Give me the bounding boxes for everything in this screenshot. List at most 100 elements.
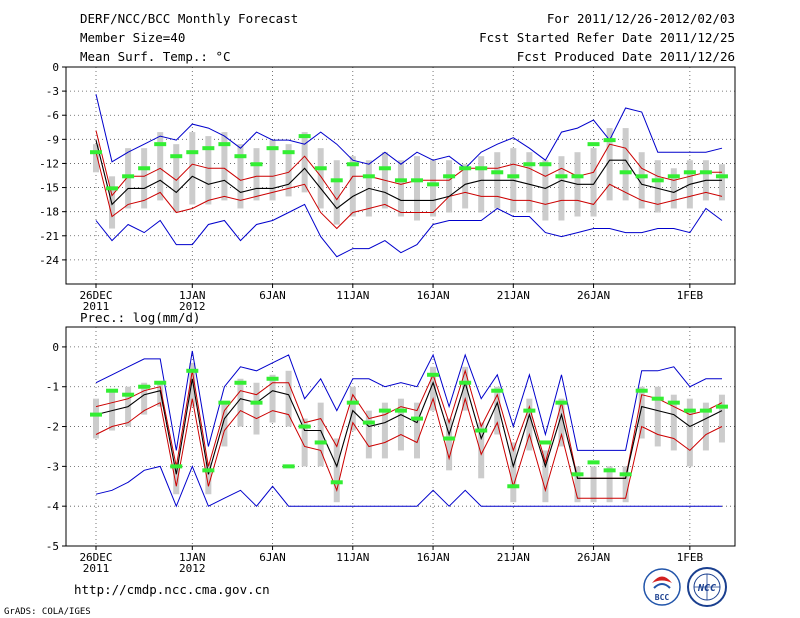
- box-range: [670, 168, 677, 209]
- median-mark: [218, 400, 231, 405]
- median-mark: [186, 368, 199, 373]
- median-mark: [507, 484, 520, 489]
- header-member-size: Member Size=40: [80, 30, 185, 45]
- median-mark: [298, 424, 311, 429]
- bcc-logo: BCC: [643, 568, 681, 606]
- x-tick-year-label: 2012: [179, 562, 206, 575]
- box-range: [670, 394, 677, 451]
- chart-header: DERF/NCC/BCC Monthly Forecast Member Siz…: [80, 11, 735, 64]
- y-tick-label: -6: [46, 109, 59, 122]
- box-range: [494, 386, 501, 435]
- box-range: [446, 418, 453, 471]
- x-tick-label: 11JAN: [336, 289, 369, 302]
- y-tick-label: -18: [39, 206, 59, 219]
- y-tick-label: -9: [46, 133, 59, 146]
- box-range: [702, 402, 709, 451]
- header-start-date: Fcst Started Refer Date 2011/12/25: [479, 30, 735, 45]
- median-mark: [362, 174, 375, 179]
- box-range: [253, 148, 260, 201]
- box-range: [397, 398, 404, 451]
- box-range: [269, 140, 276, 201]
- box-range: [173, 462, 180, 495]
- median-mark: [491, 388, 504, 393]
- precip-panel-title: Prec.: log(mm/d): [80, 310, 200, 325]
- x-tick-label: 21JAN: [497, 289, 530, 302]
- median-mark: [90, 412, 102, 417]
- y-tick-label: 0: [52, 61, 59, 74]
- median-mark: [619, 170, 632, 175]
- box-range: [462, 366, 469, 411]
- box-range: [125, 148, 132, 209]
- series-line-min: [95, 203, 723, 258]
- box-range: [349, 386, 356, 431]
- median-mark: [394, 408, 407, 413]
- median-mark: [138, 384, 151, 389]
- series-line-mean-plus-sd: [95, 369, 723, 479]
- median-mark: [651, 178, 664, 183]
- box-range: [590, 466, 597, 503]
- median-mark: [619, 472, 632, 477]
- median-mark: [282, 150, 295, 155]
- box-range: [462, 164, 469, 209]
- y-tick-label: 0: [52, 341, 59, 354]
- median-mark: [346, 400, 359, 405]
- median-mark: [539, 162, 552, 167]
- box-range: [301, 418, 308, 467]
- x-tick-label: 16JAN: [416, 289, 449, 302]
- box-range: [558, 156, 565, 221]
- x-tick-label: 1FEB: [677, 289, 704, 302]
- box-range: [93, 398, 99, 439]
- box-range: [333, 438, 340, 503]
- footer-grads: GrADS: COLA/IGES: [4, 607, 91, 617]
- median-mark: [699, 408, 712, 413]
- median-mark: [555, 400, 568, 405]
- x-tick-label: 21JAN: [497, 551, 530, 564]
- series-line-mean-minus-sd: [95, 152, 723, 230]
- box-range: [542, 450, 549, 503]
- box-range: [558, 398, 565, 447]
- series-line-min: [95, 465, 722, 508]
- median-mark: [122, 174, 135, 179]
- box-range: [333, 160, 340, 225]
- box-range: [157, 132, 164, 201]
- box-range: [622, 128, 629, 201]
- box-range: [269, 374, 276, 423]
- x-tick-year-label: 2011: [83, 300, 110, 313]
- median-mark: [475, 428, 488, 433]
- median-mark: [475, 166, 488, 171]
- box-range: [654, 386, 661, 447]
- median-mark: [491, 170, 504, 175]
- box-range: [574, 466, 581, 503]
- box-range: [237, 378, 244, 427]
- box-range: [301, 132, 308, 193]
- x-tick-label: 26JAN: [577, 551, 610, 564]
- median-mark: [154, 380, 167, 385]
- x-tick-label: 11JAN: [336, 551, 369, 564]
- plot-frame: [65, 326, 736, 547]
- y-tick-label: -2: [46, 421, 59, 434]
- bcc-logo-text: BCC: [655, 593, 670, 602]
- box-range: [381, 402, 388, 459]
- box-range: [285, 144, 292, 197]
- box-range: [189, 362, 196, 407]
- x-tick-label: 26DEC: [79, 551, 112, 564]
- box-range: [253, 382, 260, 435]
- median-mark: [266, 376, 279, 381]
- box-range: [237, 144, 244, 209]
- median-mark: [587, 142, 600, 147]
- series-line-mean-plus-sd: [95, 130, 722, 201]
- median-mark: [154, 142, 167, 147]
- box-range: [638, 386, 645, 439]
- median-mark: [186, 150, 199, 155]
- plot-frame: [65, 66, 736, 285]
- median-mark: [587, 460, 600, 465]
- y-tick-label: -21: [39, 230, 59, 243]
- median-mark: [683, 170, 696, 175]
- median-mark: [603, 138, 616, 143]
- median-mark: [555, 174, 568, 179]
- median-mark: [218, 142, 231, 147]
- median-mark: [378, 408, 391, 413]
- median-mark: [282, 464, 295, 469]
